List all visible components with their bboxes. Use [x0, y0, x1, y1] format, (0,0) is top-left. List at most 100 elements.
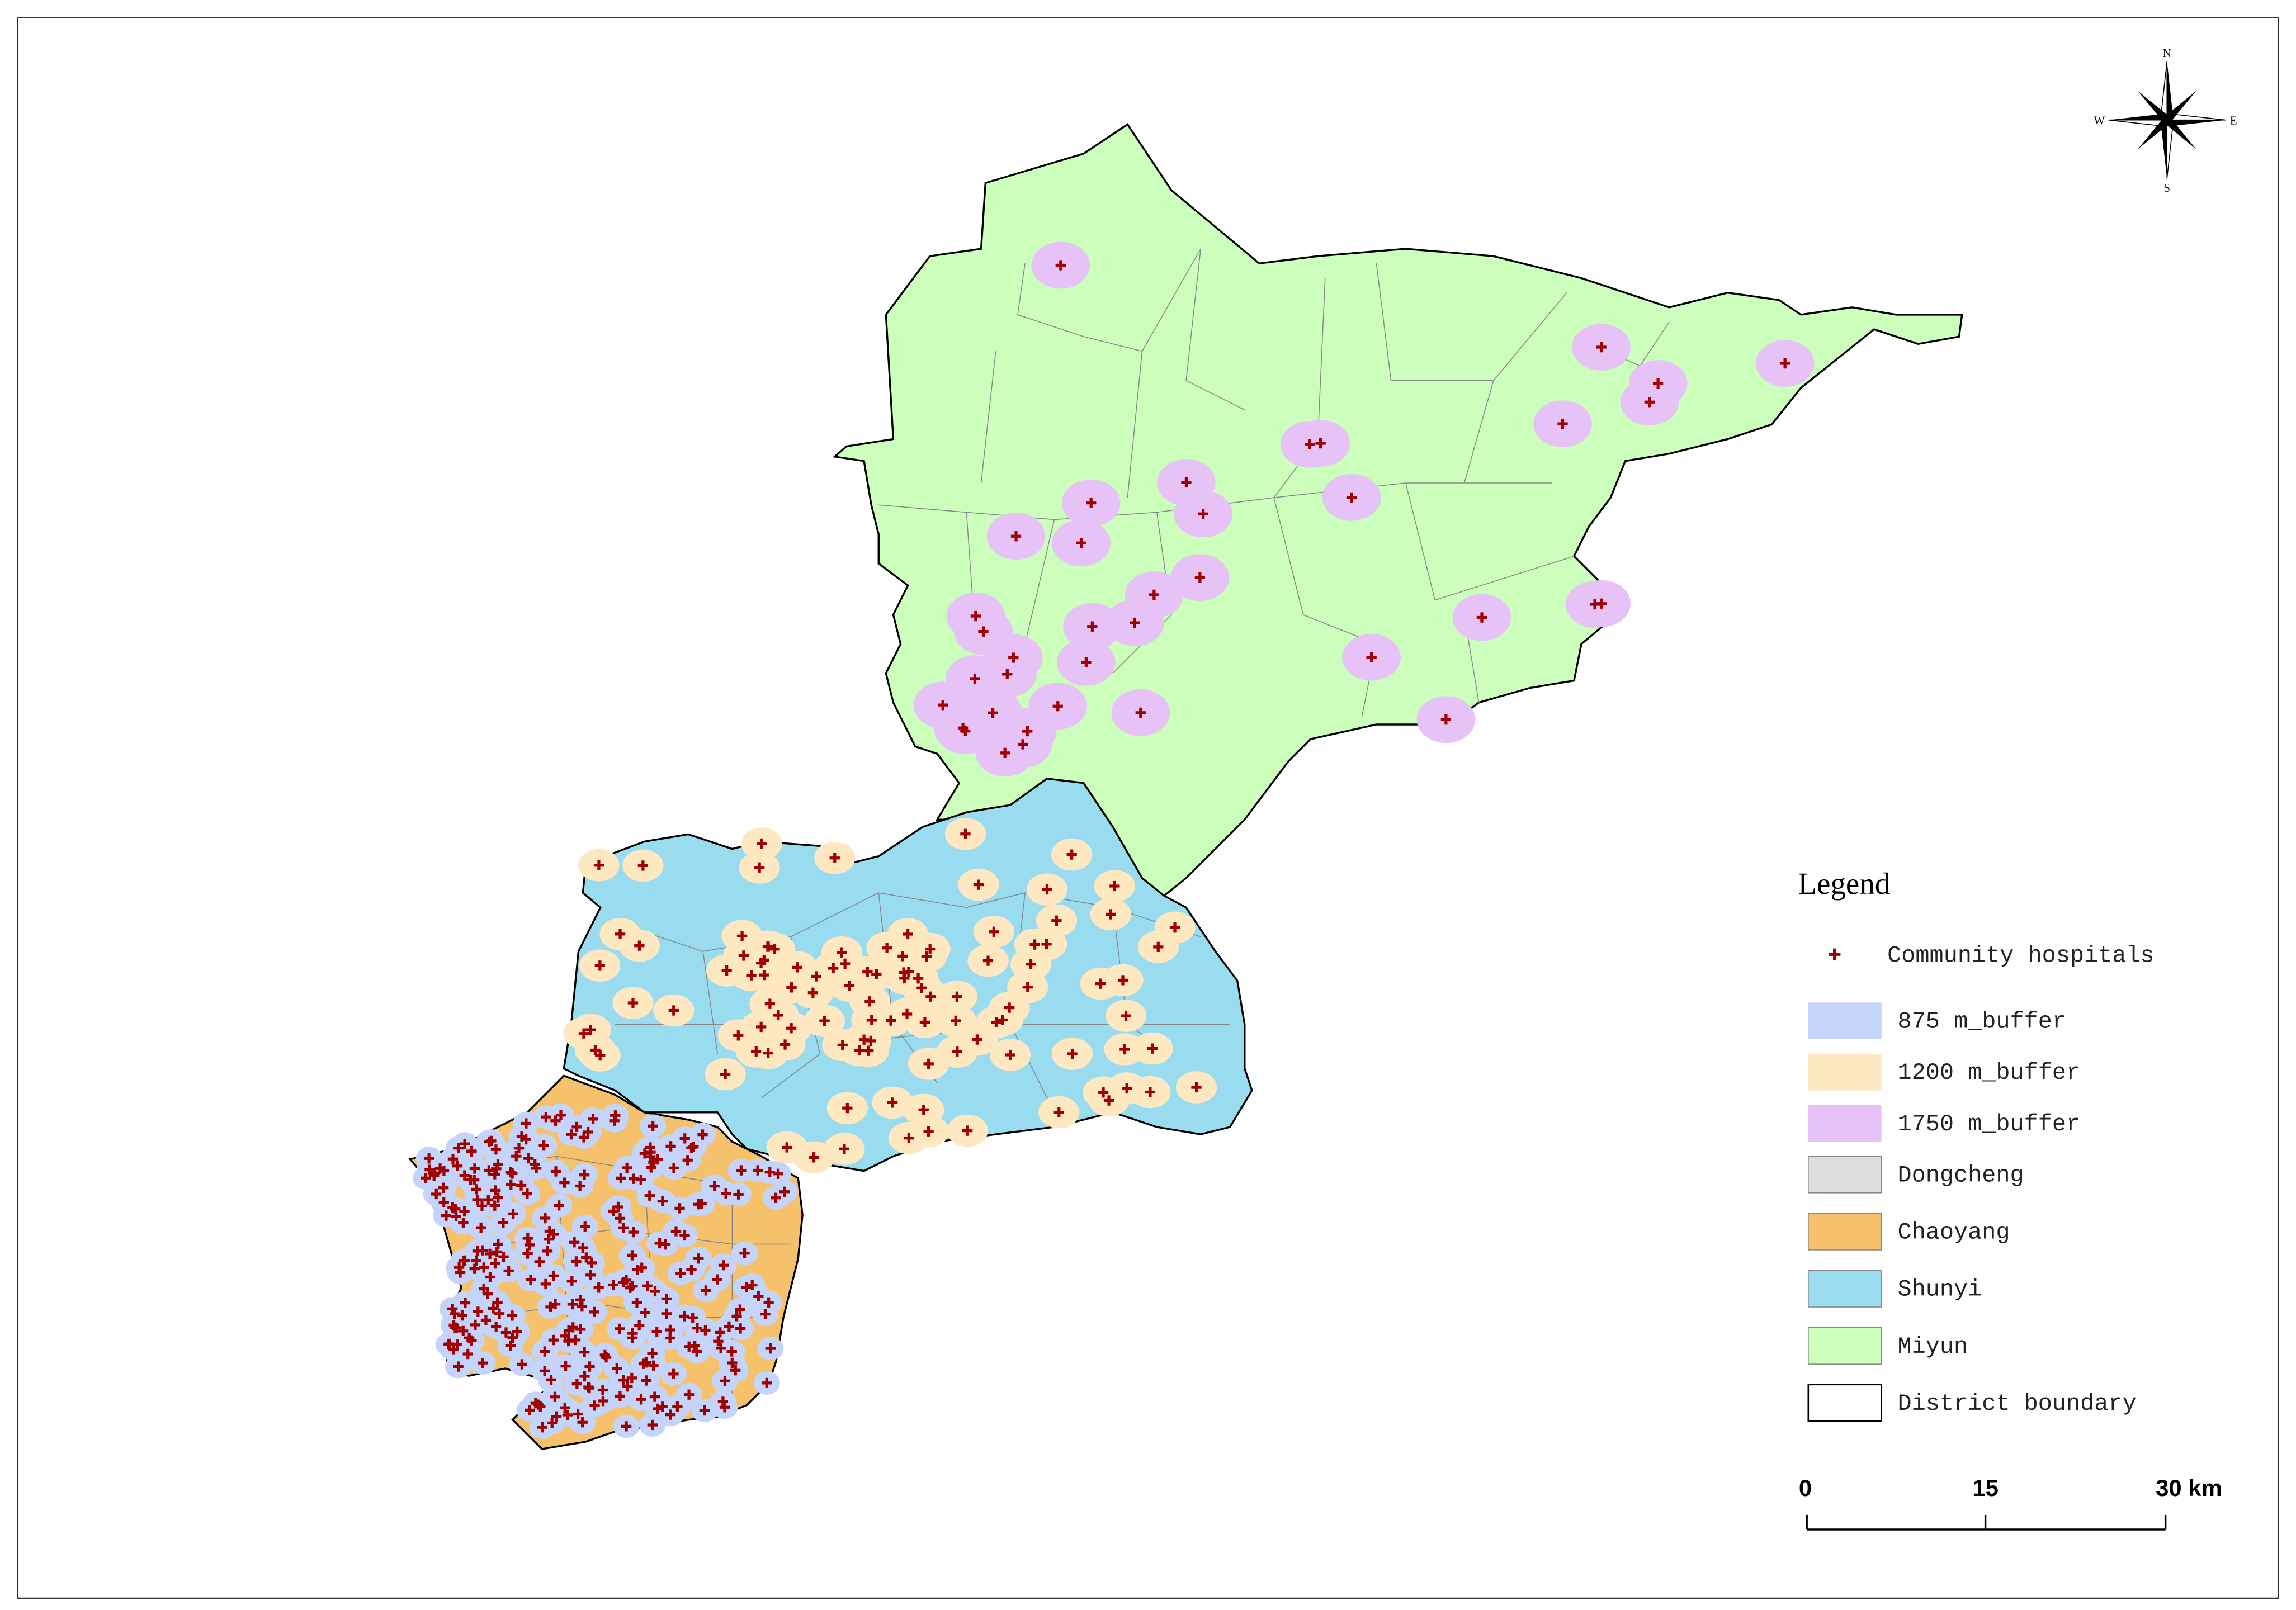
hospital-marker [1652, 378, 1664, 389]
hospital-marker [844, 981, 855, 991]
hospital-marker [668, 1163, 679, 1173]
hospital-marker [580, 1221, 590, 1232]
hospital-marker [1008, 652, 1019, 663]
compass-point [2137, 91, 2170, 123]
hospital-marker [665, 1141, 676, 1152]
hospital-marker [593, 1282, 604, 1293]
hospital-marker [651, 1327, 662, 1337]
hospital-marker [609, 1115, 620, 1126]
hospital-marker [482, 1289, 493, 1299]
compass-point [2164, 91, 2196, 123]
hospital-marker [438, 1197, 449, 1208]
hospital-marker [1041, 939, 1052, 950]
hospital-marker [438, 1182, 449, 1193]
hospital-marker [647, 1348, 658, 1359]
hospital-marker [479, 1262, 489, 1273]
hospital-marker [434, 1163, 446, 1174]
hospital-marker [503, 1266, 514, 1276]
hospital-marker [550, 1391, 560, 1402]
hospital-marker [668, 1368, 679, 1380]
hospital-marker [765, 1343, 776, 1354]
hospital-marker [720, 1069, 731, 1079]
hospital-marker [612, 1363, 622, 1374]
hospital-marker [575, 1324, 586, 1335]
hospital-marker [465, 1175, 476, 1185]
hospital-marker [571, 1121, 582, 1133]
hospital-marker [1149, 589, 1160, 600]
hospital-marker [469, 1263, 480, 1274]
hospital-marker [692, 1323, 703, 1333]
hospital-marker [485, 1272, 495, 1282]
hospital-marker [687, 1313, 698, 1323]
hospital-marker [431, 1188, 442, 1200]
legend-label: 1750 m_buffer [1898, 1111, 2081, 1138]
hospital-marker [753, 1291, 764, 1302]
compass-w: W [2094, 114, 2105, 127]
hospital-marker [566, 1276, 577, 1286]
hospital-marker [1145, 1087, 1156, 1097]
legend-label: Shunyi [1898, 1276, 1982, 1303]
hospital-marker [484, 1165, 494, 1176]
hospital-marker [460, 1255, 470, 1266]
legend-swatch [1807, 1384, 1883, 1422]
hospital-marker [491, 1322, 502, 1332]
compass-point [2167, 61, 2173, 120]
hospital-marker [1109, 880, 1120, 892]
hospital-marker [627, 997, 639, 1008]
hospital-marker [550, 1299, 561, 1309]
legend-label: 1200 m_buffer [1898, 1059, 2081, 1086]
hospital-marker [679, 1133, 690, 1144]
hospital-marker [571, 1379, 582, 1389]
hospital-marker [918, 1105, 929, 1115]
hospital-marker [736, 1165, 747, 1176]
hospital-marker [1596, 598, 1607, 609]
hospital-marker [1169, 922, 1180, 933]
hospital-marker [544, 1234, 554, 1244]
hospital-marker [560, 1330, 571, 1342]
hospital-marker [554, 1200, 564, 1211]
hospital-marker [636, 1174, 646, 1185]
hospital-marker [490, 1185, 501, 1196]
hospital-marker [533, 1399, 544, 1410]
hospital-marker [530, 1159, 540, 1169]
legend-swatch [1808, 1054, 1882, 1091]
hospital-marker [786, 982, 797, 993]
hospital-marker [903, 966, 914, 977]
hospital-marker [736, 931, 748, 941]
hospital-marker [809, 1152, 819, 1163]
hospital-marker [453, 1143, 464, 1153]
hospital-marker [618, 1277, 629, 1287]
hospital-marker [1052, 701, 1063, 712]
hospital-marker [1135, 707, 1146, 718]
hospital-marker [858, 1034, 870, 1045]
hospital-marker [721, 1188, 731, 1199]
hospital-marker [679, 1230, 690, 1241]
hospital-marker [747, 1280, 758, 1290]
hospital-marker [586, 1257, 597, 1268]
hospital-marker [1596, 342, 1607, 353]
hospital-marker [887, 1097, 898, 1108]
hospital-marker [453, 1361, 464, 1372]
hospital-marker [693, 1253, 704, 1264]
hospital-marker [462, 1348, 473, 1360]
hospital-marker [551, 1411, 562, 1422]
hospital-marker [583, 1381, 594, 1393]
hospital-marker [480, 1315, 492, 1325]
hospital-marker [1346, 492, 1357, 503]
hospital-marker [764, 998, 776, 1009]
hospital-marker [1081, 657, 1092, 667]
hospital-marker [709, 1181, 720, 1191]
hospital-marker [1098, 1087, 1109, 1098]
hospital-marker [786, 1023, 797, 1034]
hospital-marker [634, 1320, 645, 1331]
hospital-marker [1103, 1095, 1114, 1106]
hospital-marker [563, 1336, 574, 1347]
hospital-marker [627, 1250, 637, 1261]
hospital-marker [507, 1332, 518, 1343]
hospital-marker [1017, 739, 1028, 750]
hospital-marker [584, 1361, 595, 1372]
hospital-marker [560, 1361, 571, 1371]
hospital-marker [500, 1327, 512, 1338]
hospital-marker [470, 1319, 481, 1330]
hospital-marker [636, 1394, 646, 1405]
